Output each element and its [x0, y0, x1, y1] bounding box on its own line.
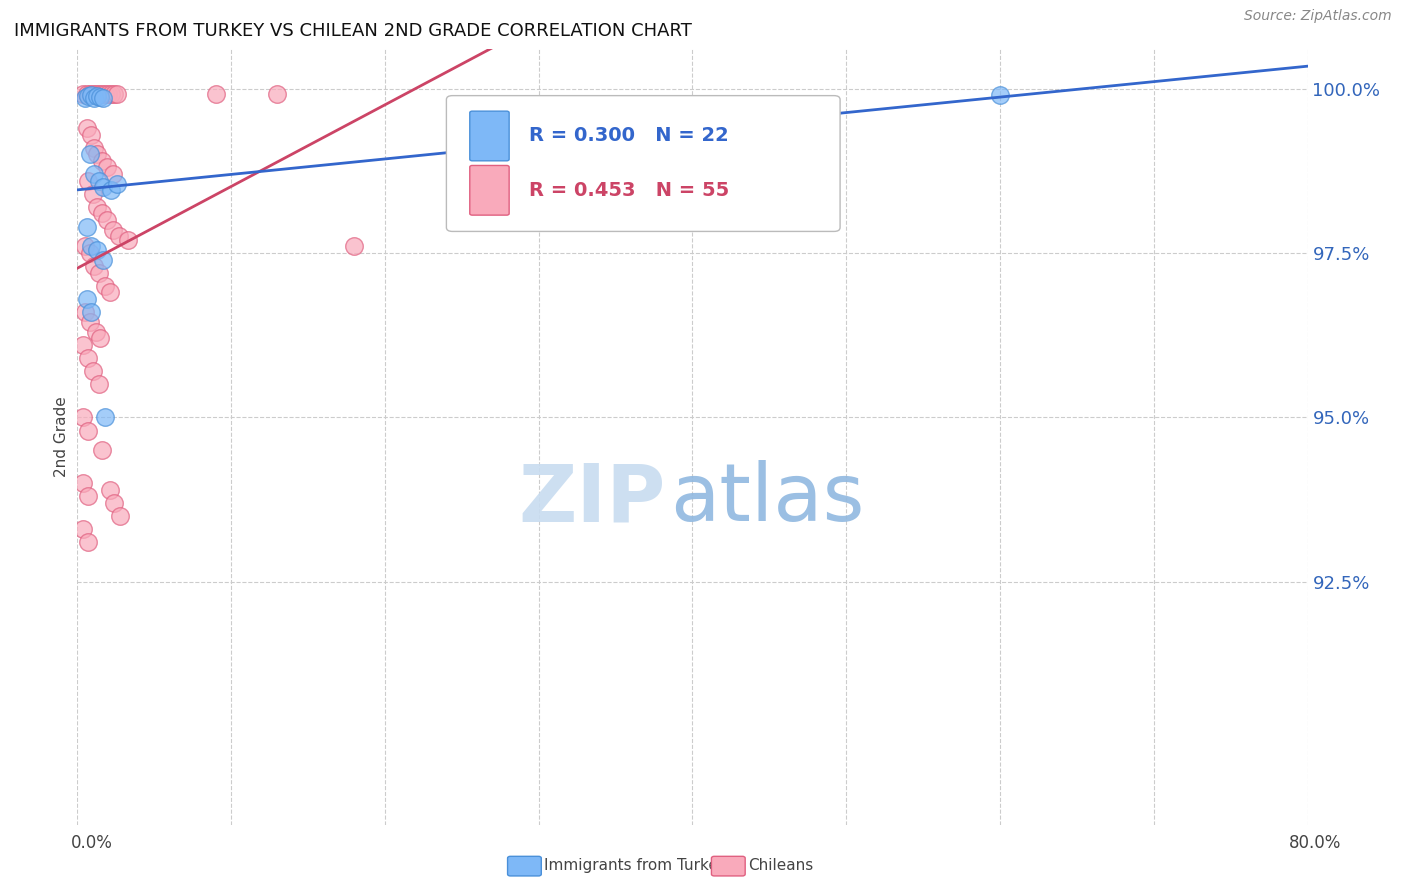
Text: R = 0.300   N = 22: R = 0.300 N = 22	[529, 127, 728, 145]
Point	[73, 239, 96, 253]
Point	[97, 87, 120, 101]
Point	[98, 483, 121, 497]
Point	[72, 522, 94, 536]
Text: Chileans: Chileans	[748, 858, 813, 872]
Point	[77, 351, 100, 366]
Point	[87, 377, 110, 392]
Point	[79, 87, 101, 101]
Point	[73, 91, 96, 105]
Point	[105, 177, 128, 191]
Point	[72, 410, 94, 425]
Text: Immigrants from Turkey: Immigrants from Turkey	[544, 858, 727, 872]
Point	[83, 91, 105, 105]
Point	[86, 89, 108, 103]
Point	[93, 180, 115, 194]
Text: Source: ZipAtlas.com: Source: ZipAtlas.com	[1244, 9, 1392, 23]
Point	[105, 87, 128, 101]
Point	[87, 173, 110, 187]
Point	[96, 161, 118, 175]
Point	[94, 410, 117, 425]
Text: 80.0%: 80.0%	[1288, 834, 1341, 852]
Point	[79, 315, 101, 329]
Point	[82, 87, 104, 101]
Point	[94, 278, 117, 293]
Point	[90, 206, 114, 220]
Point	[87, 87, 110, 101]
Text: atlas: atlas	[671, 460, 865, 538]
Point	[84, 325, 107, 339]
Point	[101, 223, 124, 237]
Point	[343, 239, 366, 253]
Point	[94, 87, 117, 101]
Point	[76, 292, 98, 306]
Point	[77, 424, 100, 438]
Point	[86, 147, 108, 161]
Point	[89, 331, 111, 345]
Point	[204, 87, 226, 101]
Point	[73, 305, 96, 319]
Point	[117, 233, 139, 247]
Point	[77, 89, 100, 103]
Point	[266, 87, 288, 101]
Point	[96, 213, 118, 227]
Point	[72, 87, 94, 101]
Point	[93, 91, 115, 105]
Text: R = 0.453   N = 55: R = 0.453 N = 55	[529, 181, 730, 200]
Point	[80, 239, 103, 253]
Point	[988, 88, 1011, 103]
Point	[100, 87, 122, 101]
Point	[80, 305, 103, 319]
Point	[108, 229, 131, 244]
Point	[83, 167, 105, 181]
Point	[77, 173, 100, 187]
Point	[72, 338, 94, 352]
Point	[79, 147, 101, 161]
Point	[90, 153, 114, 168]
Point	[90, 443, 114, 458]
Point	[80, 128, 103, 142]
Point	[82, 364, 104, 378]
Point	[90, 87, 114, 101]
Point	[79, 246, 101, 260]
Point	[103, 496, 125, 510]
Point	[76, 87, 98, 101]
Point	[93, 252, 115, 267]
Point	[110, 508, 132, 523]
Point	[77, 489, 100, 503]
Text: IMMIGRANTS FROM TURKEY VS CHILEAN 2ND GRADE CORRELATION CHART: IMMIGRANTS FROM TURKEY VS CHILEAN 2ND GR…	[14, 22, 692, 40]
Point	[76, 120, 98, 135]
Text: 0.0%: 0.0%	[70, 834, 112, 852]
FancyBboxPatch shape	[447, 95, 841, 231]
FancyBboxPatch shape	[470, 166, 509, 215]
Point	[86, 243, 108, 257]
Point	[103, 87, 125, 101]
Point	[98, 285, 121, 300]
Point	[87, 266, 110, 280]
Text: ZIP: ZIP	[519, 460, 665, 538]
Point	[83, 141, 105, 155]
Point	[82, 186, 104, 201]
Point	[89, 90, 111, 104]
Point	[100, 184, 122, 198]
Point	[83, 259, 105, 273]
Point	[84, 87, 107, 101]
Point	[76, 219, 98, 234]
FancyBboxPatch shape	[470, 112, 509, 161]
Point	[80, 88, 103, 103]
Point	[72, 476, 94, 491]
Y-axis label: 2nd Grade: 2nd Grade	[53, 397, 69, 477]
Point	[77, 535, 100, 549]
Point	[86, 200, 108, 214]
Point	[101, 167, 124, 181]
